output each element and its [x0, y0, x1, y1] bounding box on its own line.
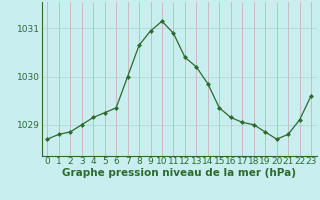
X-axis label: Graphe pression niveau de la mer (hPa): Graphe pression niveau de la mer (hPa): [62, 168, 296, 178]
